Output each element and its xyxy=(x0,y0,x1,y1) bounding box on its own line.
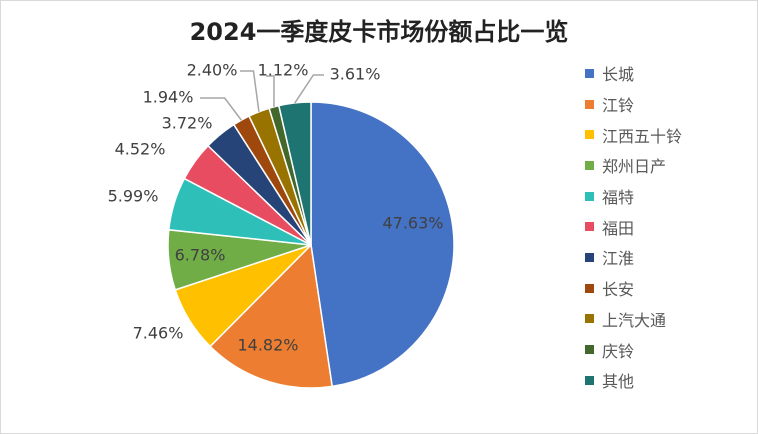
pie-slice xyxy=(209,243,334,389)
data-label: 4.52% xyxy=(115,140,166,159)
chart-title: 2024一季度皮卡市场份额占比一览 xyxy=(189,18,569,46)
legend-label: 长城 xyxy=(602,65,635,85)
chart-legend: 长城江铃江西五十铃郑州日产福特福田江淮长安上汽大通庆铃其他 xyxy=(585,58,682,396)
legend-label: 庆铃 xyxy=(602,341,635,361)
legend-item: 其他 xyxy=(585,365,682,396)
legend-swatch xyxy=(585,222,594,232)
legend-swatch xyxy=(585,345,594,355)
legend-item: 江铃 xyxy=(585,89,682,120)
data-label: 2.40% xyxy=(187,61,238,80)
legend-item: 福田 xyxy=(585,211,682,242)
legend-item: 江西五十铃 xyxy=(585,119,682,150)
data-label: 3.72% xyxy=(162,114,213,133)
legend-swatch xyxy=(585,191,594,201)
legend-label: 长安 xyxy=(602,280,635,300)
legend-label: 福田 xyxy=(602,218,635,238)
legend-label: 江铃 xyxy=(602,96,635,116)
pie-slice xyxy=(310,101,455,388)
legend-label: 上汽大通 xyxy=(602,310,667,330)
legend-swatch xyxy=(585,99,594,109)
data-label: 47.63% xyxy=(382,214,443,233)
leader-line xyxy=(294,74,324,104)
legend-label: 江西五十铃 xyxy=(602,126,683,146)
leader-line xyxy=(200,97,242,121)
leader-line xyxy=(266,75,275,107)
legend-item: 长安 xyxy=(585,273,682,304)
legend-item: 江淮 xyxy=(585,242,682,273)
legend-label: 江淮 xyxy=(602,249,635,269)
legend-swatch xyxy=(585,252,594,262)
leader-line xyxy=(240,70,260,112)
data-label: 1.12% xyxy=(258,61,309,80)
data-label: 5.99% xyxy=(108,187,159,206)
legend-label: 其他 xyxy=(602,372,635,392)
legend-swatch xyxy=(585,68,594,78)
data-label: 6.78% xyxy=(175,246,226,265)
data-label: 7.46% xyxy=(133,324,184,343)
legend-item: 庆铃 xyxy=(585,334,682,365)
legend-swatch xyxy=(585,314,594,324)
pie-slice xyxy=(277,101,312,246)
legend-swatch xyxy=(585,375,594,385)
legend-item: 福特 xyxy=(585,181,682,212)
legend-item: 郑州日产 xyxy=(585,150,682,181)
legend-item: 长城 xyxy=(585,58,682,89)
data-label: 3.61% xyxy=(330,65,381,84)
legend-swatch xyxy=(585,160,594,170)
legend-swatch xyxy=(585,130,594,140)
data-label: 14.82% xyxy=(237,336,298,355)
legend-label: 福特 xyxy=(602,188,635,208)
legend-label: 郑州日产 xyxy=(602,157,667,177)
legend-item: 上汽大通 xyxy=(585,304,682,335)
legend-swatch xyxy=(585,283,594,293)
data-label: 1.94% xyxy=(143,88,194,107)
